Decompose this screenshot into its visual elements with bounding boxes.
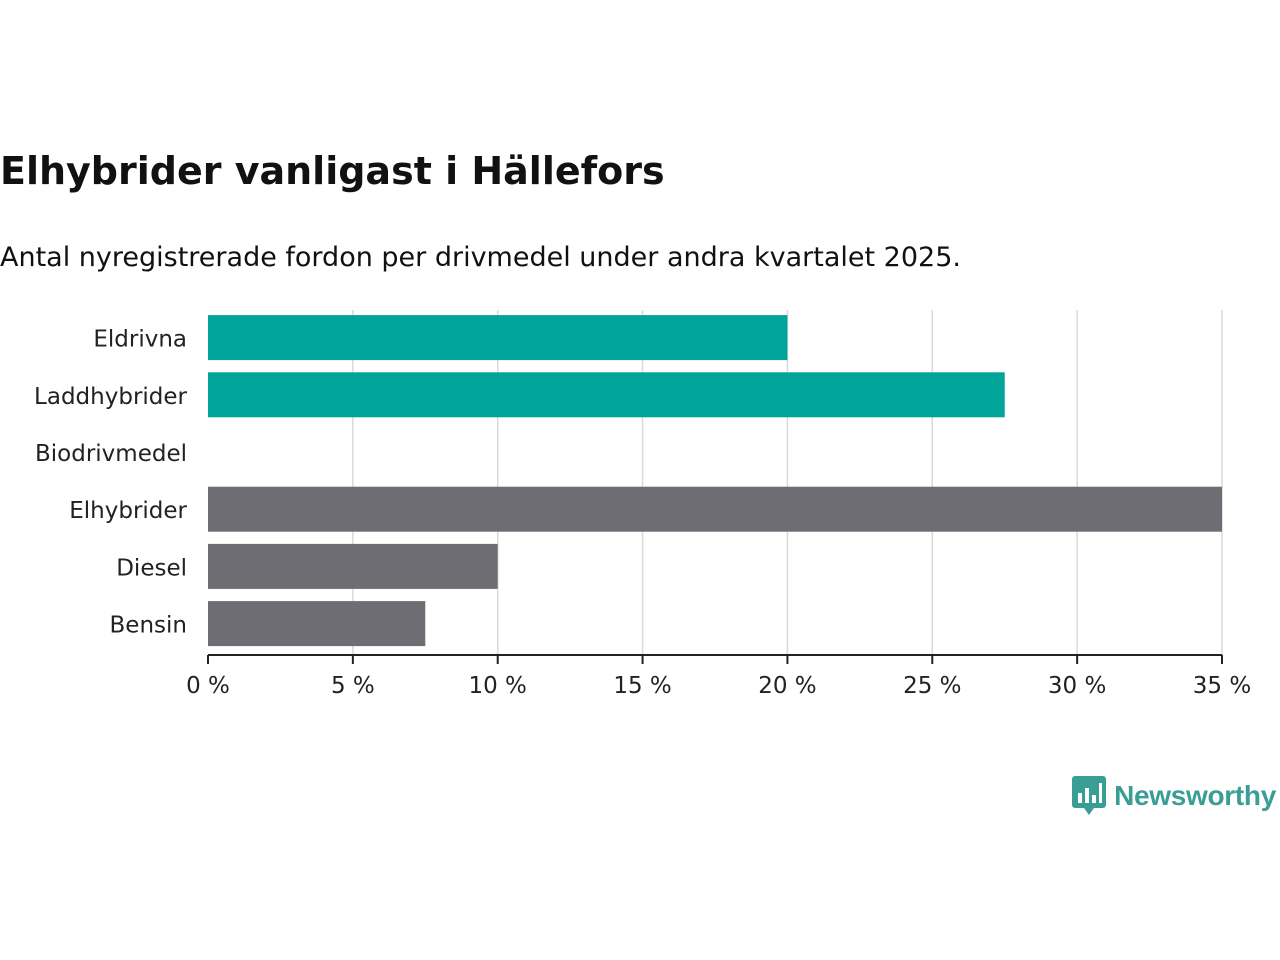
bar-elhybrider [208, 486, 1222, 532]
category-labels: Eldrivna Laddhybrider Biodrivmedel Elhybrid… [34, 327, 187, 639]
category-label: Biodrivmedel [35, 441, 187, 467]
bar-chart: 0 % 5 % 10 % 15 % 20 % 25 % 30 % 35 % Eldrivna L… [34, 310, 1251, 699]
gridlines [352, 310, 1223, 655]
category-label: Laddhybrider [34, 384, 187, 410]
x-tick-label: 5 % [331, 673, 375, 699]
x-tick-label: 20 % [758, 673, 816, 699]
bar-laddhybrider [208, 372, 1005, 418]
x-tick-label: 25 % [903, 673, 961, 699]
bar-diesel [208, 543, 498, 589]
brand-name: Newsworthy [1114, 780, 1276, 811]
chart-title: Elhybrider vanligast i Hällefors [0, 149, 665, 193]
bar-chart-speech-bubble-icon [1072, 776, 1107, 815]
x-tick-label: 0 % [186, 673, 230, 699]
x-tick-label: 10 % [468, 673, 526, 699]
bar-eldrivna [208, 315, 788, 361]
bar-bensin [208, 601, 426, 647]
x-tick-label: 15 % [613, 673, 671, 699]
x-tick-label: 30 % [1048, 673, 1106, 699]
bars [208, 315, 1222, 647]
category-label: Elhybrider [69, 498, 187, 524]
category-label: Bensin [110, 613, 187, 639]
x-tick-label: 35 % [1193, 673, 1251, 699]
category-label: Eldrivna [93, 327, 187, 353]
chart-subtitle: Antal nyregistrerade fordon per drivmede… [0, 242, 961, 273]
category-label: Diesel [116, 555, 187, 581]
x-axis: 0 % 5 % 10 % 15 % 20 % 25 % 30 % 35 % [186, 654, 1251, 699]
newsworthy-logo: Newsworthy [1072, 776, 1276, 816]
